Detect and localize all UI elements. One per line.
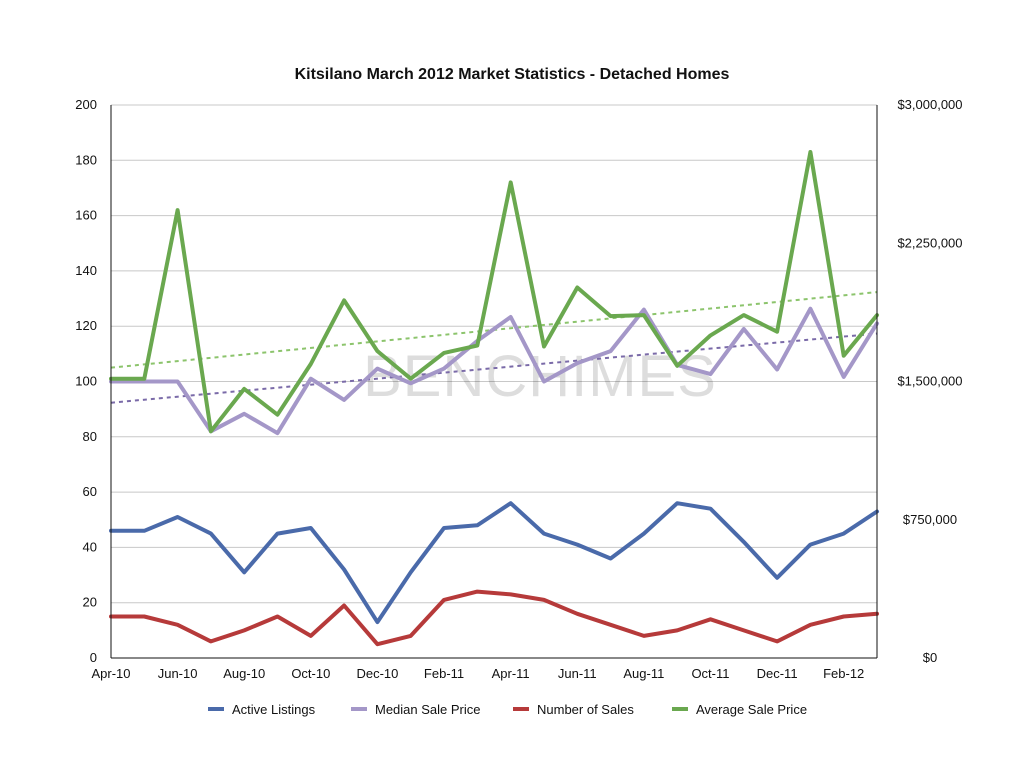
- left-tick-label: 20: [83, 595, 97, 610]
- right-tick-label: $750,000: [903, 512, 957, 527]
- right-tick-label: $1,500,000: [897, 374, 962, 389]
- legend-label: Active Listings: [232, 702, 316, 717]
- legend: Active Listings Median Sale Price Number o…: [208, 702, 807, 717]
- left-tick-label: 100: [75, 374, 97, 389]
- series-line-number-of-sales: [109, 589, 879, 647]
- x-tick-label: Dec-11: [757, 666, 798, 681]
- x-tick-label: Aug-11: [623, 666, 664, 681]
- left-tick-label: 40: [83, 539, 97, 554]
- right-axis-ticks: $0 $750,000 $1,500,000 $2,250,000 $3,000,000: [897, 97, 962, 665]
- left-tick-label: 60: [83, 484, 97, 499]
- x-tick-label: Oct-11: [691, 666, 729, 681]
- series-line-median-sale-price: [109, 306, 879, 436]
- x-tick-label: Aug-10: [223, 666, 265, 681]
- left-tick-label: 200: [75, 97, 97, 112]
- trendline-median-sale-price: [110, 332, 878, 404]
- left-tick-label: 180: [75, 152, 97, 167]
- left-axis-ticks: 0 20 40 60 80 100 120 140 160 180 200: [75, 97, 97, 665]
- right-tick-label: $2,250,000: [897, 235, 962, 250]
- x-axis-ticks: Apr-10 Jun-10 Aug-10 Oct-10 Dec-10 Feb-11 Apr-…: [91, 666, 864, 681]
- series-line-active-listings: [109, 501, 879, 625]
- x-tick-label: Jun-10: [158, 666, 198, 681]
- right-tick-label: $3,000,000: [897, 97, 962, 112]
- left-tick-label: 140: [75, 263, 97, 278]
- x-tick-label: Feb-12: [823, 666, 864, 681]
- right-tick-label: $0: [923, 650, 937, 665]
- x-tick-label: Apr-10: [91, 666, 130, 681]
- axes: [110, 105, 878, 659]
- left-tick-label: 80: [83, 429, 97, 444]
- legend-label: Number of Sales: [537, 702, 634, 717]
- left-tick-label: 0: [90, 650, 97, 665]
- series-lines: [109, 150, 879, 647]
- series-line-average-sale-price: [109, 150, 879, 434]
- x-tick-label: Oct-10: [291, 666, 330, 681]
- legend-label: Median Sale Price: [375, 702, 481, 717]
- left-tick-label: 160: [75, 208, 97, 223]
- x-tick-label: Feb-11: [424, 666, 464, 681]
- x-tick-label: Jun-11: [558, 666, 597, 681]
- left-tick-label: 120: [75, 318, 97, 333]
- x-tick-label: Dec-10: [356, 666, 398, 681]
- x-tick-label: Apr-11: [492, 666, 530, 681]
- chart-title: Kitsilano March 2012 Market Statistics -…: [294, 66, 730, 83]
- legend-label: Average Sale Price: [696, 702, 807, 717]
